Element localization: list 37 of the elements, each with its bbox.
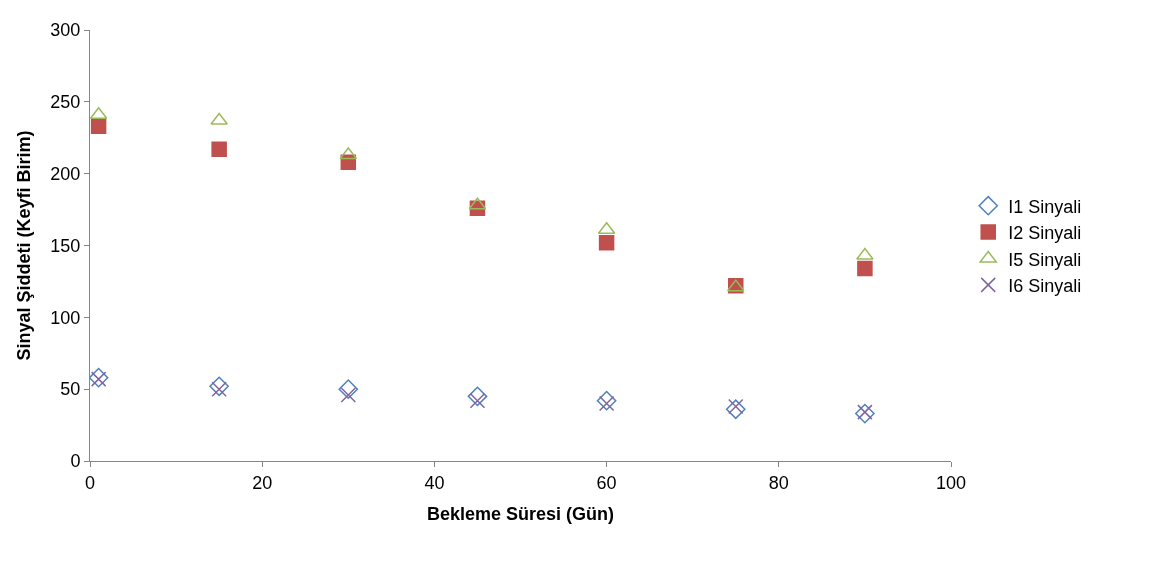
point — [728, 398, 744, 415]
y-tick-label: 200 — [50, 163, 81, 184]
point — [90, 118, 107, 135]
y-tick-label: 250 — [50, 92, 81, 113]
point — [467, 386, 488, 407]
point — [210, 112, 228, 125]
x-tick-label: 60 — [596, 472, 617, 493]
point — [598, 395, 615, 412]
legend-label: I5 Sinyali — [1008, 249, 1082, 270]
point — [209, 376, 229, 397]
legend-label: I6 Sinyali — [1008, 275, 1082, 296]
point — [598, 234, 615, 251]
x-tick-label: 100 — [935, 472, 967, 493]
legend-label: I1 Sinyali — [1008, 196, 1082, 217]
point — [338, 379, 359, 400]
x-tick-label: 40 — [424, 472, 445, 493]
y-axis-title: Sinyal Şiddeti (Keyfi Birim) — [13, 130, 34, 361]
point — [340, 387, 357, 403]
x-tick-label: 0 — [84, 472, 96, 493]
y-tick-label: 0 — [70, 451, 81, 472]
x-axis-title: Bekleme Süresi (Gün) — [426, 503, 615, 524]
legend-label: I2 Sinyali — [1008, 223, 1082, 244]
point — [856, 247, 874, 260]
y-tick-label: 50 — [60, 379, 81, 400]
y-tick-label: 100 — [50, 307, 81, 328]
point — [90, 107, 108, 120]
point — [469, 392, 486, 409]
x-tick-label: 20 — [252, 472, 273, 493]
point — [596, 390, 617, 411]
point — [90, 371, 107, 387]
point — [90, 367, 109, 388]
y-tick-label: 300 — [50, 20, 81, 41]
point — [857, 260, 873, 277]
x-tick-label: 80 — [768, 472, 789, 493]
y-tick-label: 150 — [50, 235, 81, 256]
point — [211, 141, 227, 157]
point — [725, 399, 746, 420]
